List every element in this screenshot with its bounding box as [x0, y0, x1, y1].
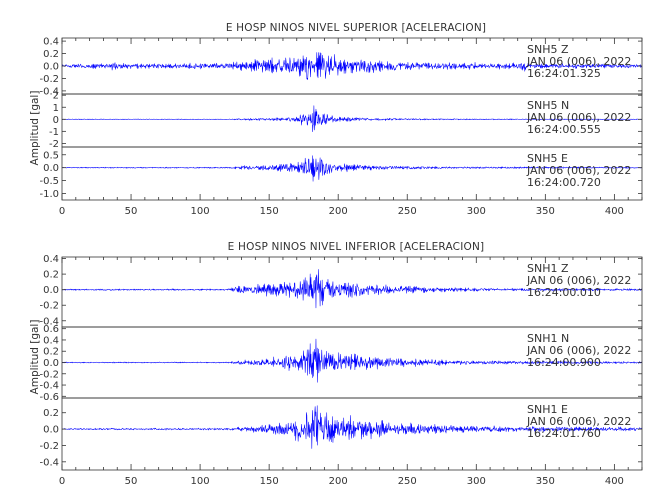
trace-station-label: SNH5 N [527, 99, 569, 112]
y-tick-label: 0.4 [43, 254, 59, 265]
y-tick-label: 0.0 [43, 358, 59, 369]
y-tick-label: 0.4 [43, 335, 59, 346]
y-tick-label: 1 [53, 103, 59, 114]
lower-y-axis-label: Amplitud [gal] [29, 320, 41, 395]
y-tick-label: 0.4 [43, 37, 59, 48]
y-tick-label: 0.2 [43, 270, 59, 281]
upper-x-axis: 0 50 100 150 200 250 300 350 400 [59, 38, 643, 217]
y-tick-label: -1.0 [39, 189, 59, 200]
x-tick-label: 250 [398, 206, 417, 217]
x-tick-label: 0 [59, 206, 65, 217]
trace-station-label: SNH5 E [527, 152, 568, 165]
x-tick-label: 250 [398, 476, 417, 487]
lower-x-axis: 0 50 100 150 200 250 300 350 400 [59, 257, 643, 487]
trace-time-label: 16:24:00.900 [527, 356, 601, 369]
y-tick-label: -0.2 [39, 74, 59, 85]
waveform-trace [61, 338, 643, 383]
y-tick-label: 0.0 [43, 62, 59, 73]
x-tick-label: 350 [536, 206, 555, 217]
trace-time-label: 16:24:00.010 [527, 286, 601, 299]
x-tick-label: 150 [260, 476, 279, 487]
trace-time-label: 16:24:00.555 [527, 123, 601, 136]
upper-chart-title: E HOSP NINOS NIVEL SUPERIOR [ACELERACION… [226, 22, 486, 34]
x-tick-label: 50 [125, 476, 138, 487]
trace-date-label: JAN 06 (006), 2022 [526, 274, 631, 287]
waveform-trace [61, 105, 643, 133]
y-tick-label: 0.0 [43, 425, 59, 436]
trace-date-label: JAN 06 (006), 2022 [526, 111, 631, 124]
x-tick-label: 300 [467, 476, 486, 487]
y-tick-label: 0.2 [43, 49, 59, 60]
y-tick-label: 0 [53, 115, 59, 126]
y-tick-label: 0.2 [43, 408, 59, 419]
x-tick-label: 150 [260, 206, 279, 217]
y-tick-label: -0.4 [39, 381, 59, 392]
trace-time-label: 16:24:01.325 [527, 67, 601, 80]
trace-date-label: JAN 06 (006), 2022 [526, 164, 631, 177]
trace-station-label: SNH1 N [527, 332, 569, 345]
y-tick-label: -2 [49, 139, 59, 150]
trace-station-label: SNH1 Z [527, 262, 569, 275]
y-tick-label: -1 [49, 127, 59, 138]
y-tick-label: -0.5 [39, 176, 59, 187]
x-tick-label: 350 [536, 476, 555, 487]
x-tick-label: 0 [59, 476, 65, 487]
x-tick-label: 100 [191, 476, 210, 487]
upper-y-axis-label: Amplitud [gal] [29, 91, 41, 166]
y-tick-label: -0.2 [39, 301, 59, 312]
lower-chart-title: E HOSP NINOS NIVEL INFERIOR [ACELERACION… [228, 241, 485, 253]
trace-station-label: SNH5 Z [527, 43, 569, 56]
y-tick-label: -0.4 [39, 86, 59, 97]
y-tick-label: 0.0 [43, 163, 59, 174]
lower-chart: E HOSP NINOS NIVEL INFERIOR [ACELERACION… [29, 241, 643, 487]
y-tick-label: 0.0 [43, 285, 59, 296]
x-tick-label: 400 [605, 476, 624, 487]
trace-date-label: JAN 06 (006), 2022 [526, 415, 631, 428]
y-tick-label: 2 [53, 91, 59, 102]
y-tick-label: 0.2 [43, 347, 59, 358]
y-tick-label: 0.5 [43, 150, 59, 161]
x-tick-label: 50 [125, 206, 138, 217]
y-tick-label: -0.4 [39, 316, 59, 327]
x-tick-label: 200 [329, 206, 348, 217]
trace-time-label: 16:24:00.720 [527, 176, 601, 189]
waveform-trace [61, 52, 643, 80]
y-tick-label: -0.2 [39, 441, 59, 452]
y-tick-label: -0.6 [39, 392, 59, 403]
y-tick-label: 0.6 [43, 324, 59, 335]
x-tick-label: 100 [191, 206, 210, 217]
trace-date-label: JAN 06 (006), 2022 [526, 55, 631, 68]
waveform-trace [61, 405, 643, 449]
x-tick-label: 300 [467, 206, 486, 217]
y-tick-label: -0.4 [39, 457, 59, 468]
y-tick-label: -0.2 [39, 369, 59, 380]
trace-time-label: 16:24:01.760 [527, 427, 601, 440]
waveform-trace [61, 155, 643, 182]
x-tick-label: 200 [329, 476, 348, 487]
trace-date-label: JAN 06 (006), 2022 [526, 344, 631, 357]
x-tick-label: 400 [605, 206, 624, 217]
upper-chart: E HOSP NINOS NIVEL SUPERIOR [ACELERACION… [29, 22, 643, 217]
trace-station-label: SNH1 E [527, 403, 568, 416]
waveform-trace [61, 269, 643, 309]
